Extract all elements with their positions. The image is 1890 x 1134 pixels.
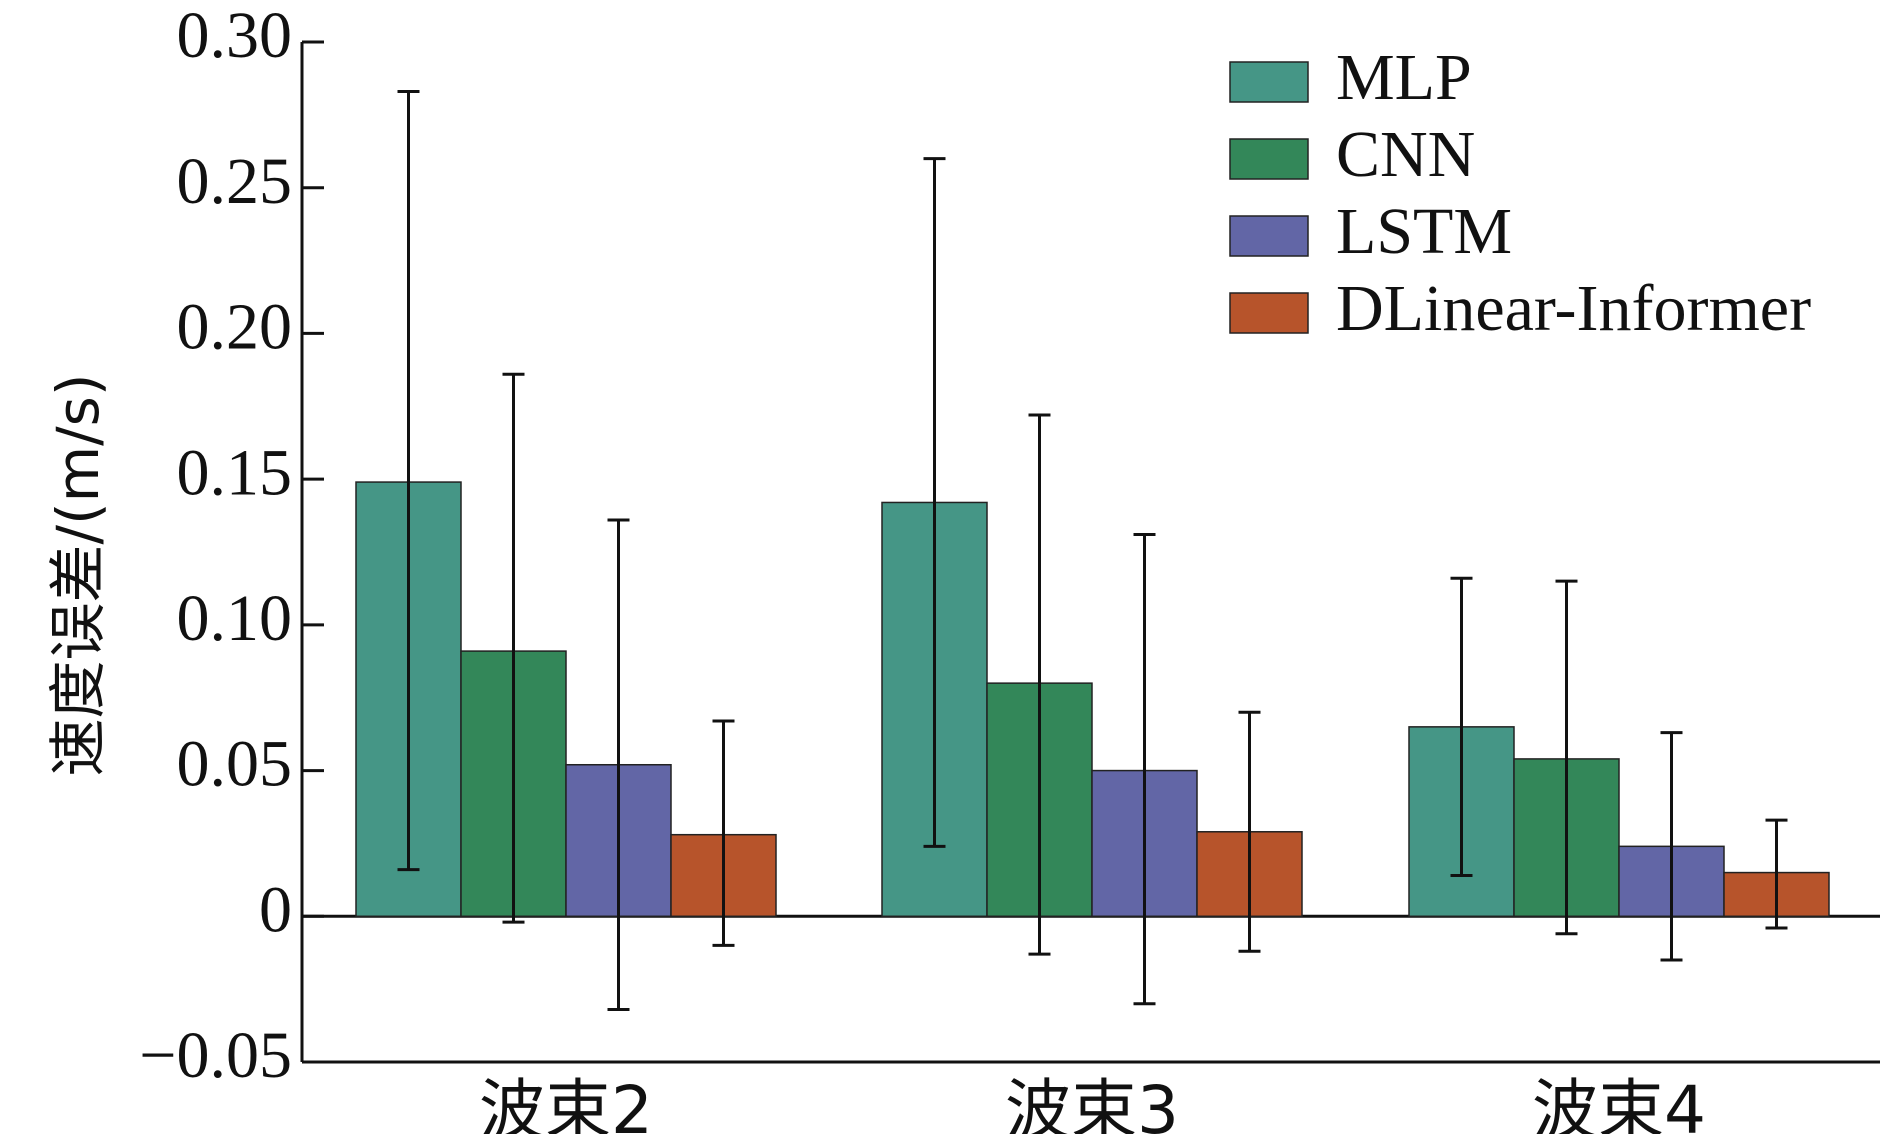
y-tick-label: −0.05 [139,1019,292,1092]
y-tick-label: 0 [259,873,292,946]
x-tick-label: 波束4 [1532,1072,1706,1134]
x-tick-label: 波束2 [479,1072,653,1134]
bars [355,481,1830,918]
y-tick-label: 0.10 [177,582,293,655]
legend-swatch [1229,138,1309,180]
y-tick-label: 0.15 [177,436,293,509]
y-tick-label: 0.25 [177,145,293,218]
error-bars [397,90,1788,1012]
legend-label: MLP [1336,41,1472,114]
y-tick-label: 0.30 [177,0,293,72]
legend-swatch [1229,61,1309,103]
y-tick-label: 0.05 [177,728,293,801]
legend-swatch [1229,292,1309,334]
x-tick-label: 波束3 [1005,1072,1179,1134]
y-axis-label: 速度误差/(m/s) [44,373,112,776]
legend-swatch [1229,215,1309,257]
legend-label: CNN [1336,118,1475,191]
legend-label: DLinear-Informer [1336,272,1811,345]
legend-label: LSTM [1336,195,1512,268]
y-axis: −0.05 0 0.05 0.10 0.15 0.20 0.25 0.30 [139,0,324,1092]
y-tick-label: 0.20 [177,291,293,364]
x-axis: 波束2 波束3 波束4 [302,914,1880,1134]
